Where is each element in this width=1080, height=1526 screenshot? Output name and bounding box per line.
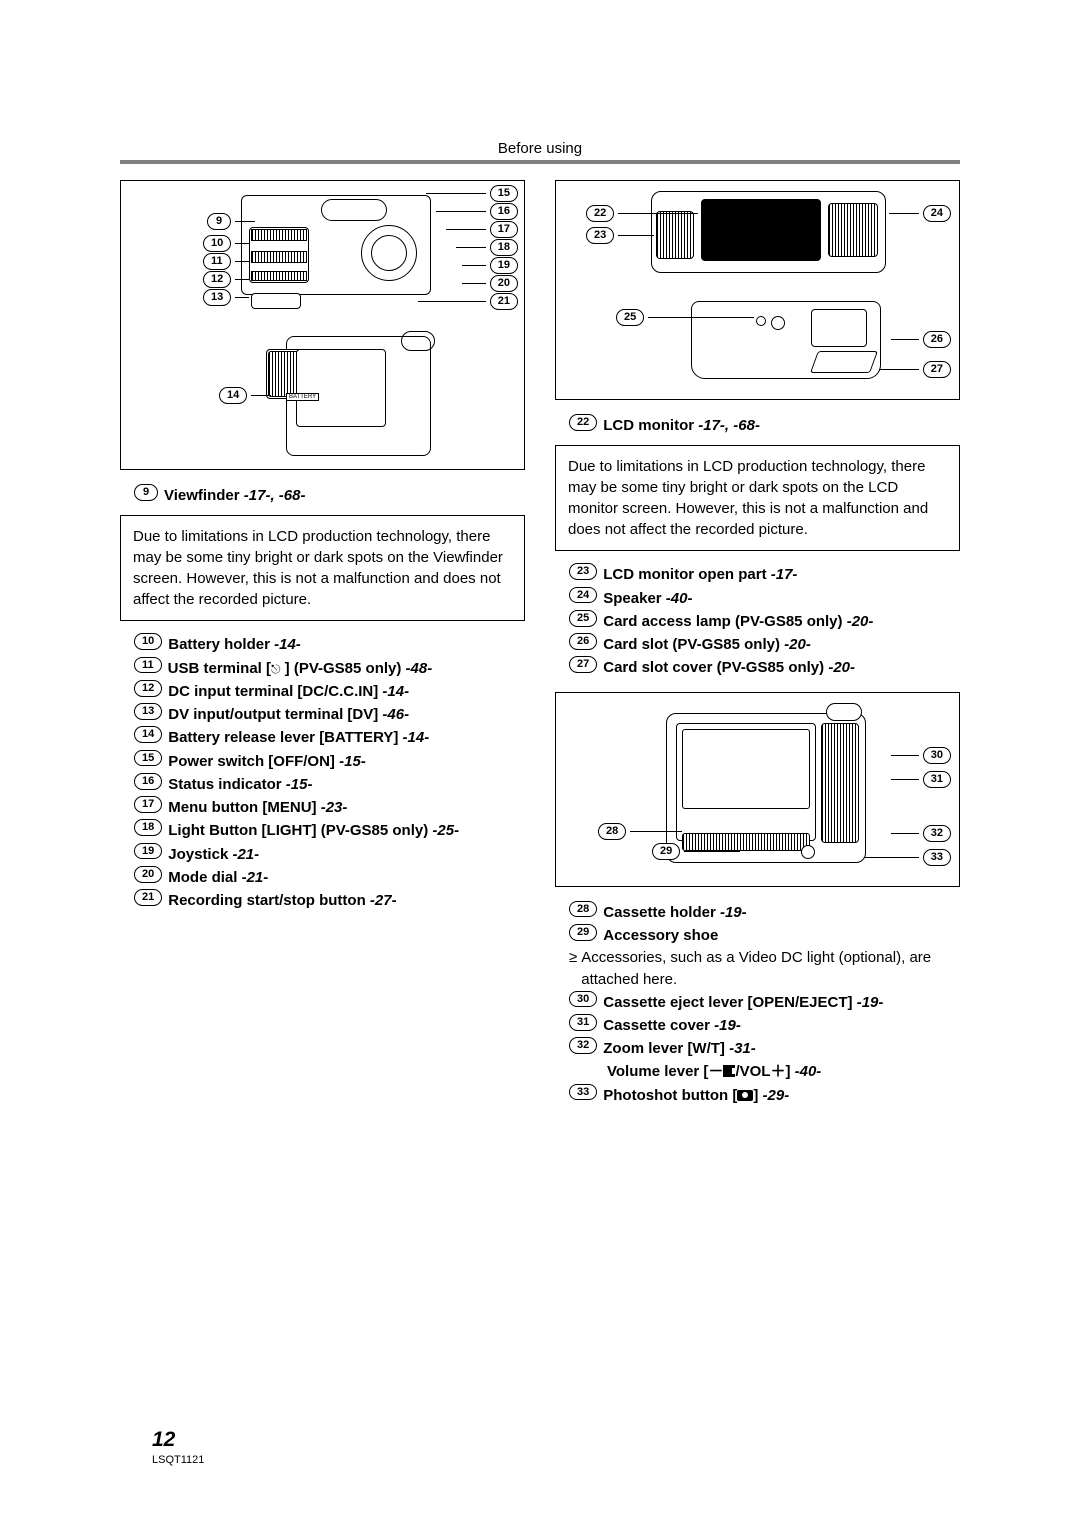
callout-30: 30 (923, 747, 951, 764)
diagram-cassette-view: 28 29 30 31 32 33 (555, 692, 960, 887)
page-footer: 12 LSQT1121 (152, 1428, 204, 1466)
callout-31: 31 (923, 771, 951, 788)
num-28: 28 (569, 901, 597, 918)
right-items-c: 30Cassette eject lever [OPEN/EJECT] -19-… (555, 991, 960, 1038)
callout-27: 27 (923, 361, 951, 378)
num-17: 17 (134, 796, 162, 813)
left-column: BATTERY 9 10 11 12 13 15 16 17 18 19 20 … (120, 180, 525, 1107)
callout-19: 19 (490, 257, 518, 274)
item-26: 26Card slot (PV-GS85 only) -20- (569, 633, 960, 656)
callout-28: 28 (598, 823, 626, 840)
callout-26: 26 (923, 331, 951, 348)
num-25: 25 (569, 610, 597, 627)
callout-15: 15 (490, 185, 518, 202)
item-11: 11USB terminal [⎋ ] (PV-GS85 only) -48- (134, 657, 525, 680)
camera-icon (737, 1090, 753, 1101)
num-21: 21 (134, 889, 162, 906)
num-11: 11 (134, 657, 162, 674)
callout-10: 10 (203, 235, 231, 252)
doc-code: LSQT1121 (152, 1454, 204, 1466)
callout-13: 13 (203, 289, 231, 306)
num-23: 23 (569, 563, 597, 580)
item-30: 30Cassette eject lever [OPEN/EJECT] -19- (569, 991, 960, 1014)
num-20: 20 (134, 866, 162, 883)
item-12: 12DC input terminal [DC/C.C.IN] -14- (134, 680, 525, 703)
callout-11: 11 (203, 253, 231, 270)
item-14: 14Battery release lever [BATTERY] -14- (134, 726, 525, 749)
callout-20: 20 (490, 275, 518, 292)
item-15: 15Power switch [OFF/ON] -15- (134, 750, 525, 773)
callout-25: 25 (616, 309, 644, 326)
header-divider (120, 160, 960, 164)
item-18: 18Light Button [LIGHT] (PV-GS85 only) -2… (134, 819, 525, 842)
callout-14: 14 (219, 387, 247, 404)
num-27: 27 (569, 656, 597, 673)
num-22: 22 (569, 414, 597, 431)
callout-16: 16 (490, 203, 518, 220)
num-13: 13 (134, 703, 162, 720)
lcd-note: Due to limitations in LCD production tec… (555, 445, 960, 551)
callout-22: 22 (586, 205, 614, 222)
callout-33: 33 (923, 849, 951, 866)
content-columns: BATTERY 9 10 11 12 13 15 16 17 18 19 20 … (120, 180, 960, 1107)
item-13: 13DV input/output terminal [DV] -46- (134, 703, 525, 726)
battery-label: BATTERY (286, 393, 319, 401)
item-21: 21Recording start/stop button -27- (134, 889, 525, 912)
num-24: 24 (569, 587, 597, 604)
callout-24: 24 (923, 205, 951, 222)
callout-12: 12 (203, 271, 231, 288)
num-32: 32 (569, 1037, 597, 1054)
num-12: 12 (134, 680, 162, 697)
num-15: 15 (134, 750, 162, 767)
num-16: 16 (134, 773, 162, 790)
num-14: 14 (134, 726, 162, 743)
item-27: 27Card slot cover (PV-GS85 only) -20- (569, 656, 960, 679)
item-17: 17Menu button [MENU] -23- (134, 796, 525, 819)
num-29: 29 (569, 924, 597, 941)
callout-18: 18 (490, 239, 518, 256)
num-26: 26 (569, 633, 597, 650)
accessory-bullet: ≥Accessories, such as a Video DC light (… (569, 947, 960, 991)
item-29: 29 Accessory shoe (569, 924, 960, 947)
item-28: 28 Cassette holder -19- (569, 901, 960, 924)
diagram-lcd-open-view: 22 23 24 25 26 27 (555, 180, 960, 400)
item-32: 32 Zoom lever [W/T] -31- (569, 1037, 960, 1060)
num-19: 19 (134, 843, 162, 860)
callout-9: 9 (207, 213, 231, 230)
item-9: 9 Viewfinder -17-, -68- (134, 484, 525, 507)
callout-23: 23 (586, 227, 614, 244)
item-22: 22 LCD monitor -17-, -68- (569, 414, 960, 437)
callout-21: 21 (490, 293, 518, 310)
item-25: 25Card access lamp (PV-GS85 only) -20- (569, 610, 960, 633)
num-9: 9 (134, 484, 158, 501)
item-20: 20Mode dial -21- (134, 866, 525, 889)
callout-32: 32 (923, 825, 951, 842)
item-33: 33 Photoshot button [] -29- (569, 1084, 960, 1107)
right-column: 22 23 24 25 26 27 22 LCD monitor -17-, -… (555, 180, 960, 1107)
page-header: Before using (0, 140, 1080, 157)
right-items-a: 23LCD monitor open part -17-24Speaker -4… (555, 563, 960, 679)
num-18: 18 (134, 819, 162, 836)
item-19: 19Joystick -21- (134, 843, 525, 866)
volume-icon (723, 1065, 735, 1077)
callout-29: 29 (652, 843, 680, 860)
num-10: 10 (134, 633, 162, 650)
item-32b: Volume lever [－/VOL＋] -40- (607, 1060, 960, 1083)
manual-page: Before using B (0, 0, 1080, 1526)
diagram-top-rear-view: BATTERY 9 10 11 12 13 15 16 17 18 19 20 … (120, 180, 525, 470)
left-items-list: 10Battery holder -14-11USB terminal [⎋ ]… (120, 633, 525, 912)
viewfinder-note: Due to limitations in LCD production tec… (120, 515, 525, 621)
page-number: 12 (152, 1428, 204, 1452)
item-31: 31Cassette cover -19- (569, 1014, 960, 1037)
num-33: 33 (569, 1084, 597, 1101)
item-23: 23LCD monitor open part -17- (569, 563, 960, 586)
num-30: 30 (569, 991, 597, 1008)
callout-17: 17 (490, 221, 518, 238)
item-16: 16Status indicator -15- (134, 773, 525, 796)
item-24: 24Speaker -40- (569, 587, 960, 610)
item-10: 10Battery holder -14- (134, 633, 525, 656)
num-31: 31 (569, 1014, 597, 1031)
